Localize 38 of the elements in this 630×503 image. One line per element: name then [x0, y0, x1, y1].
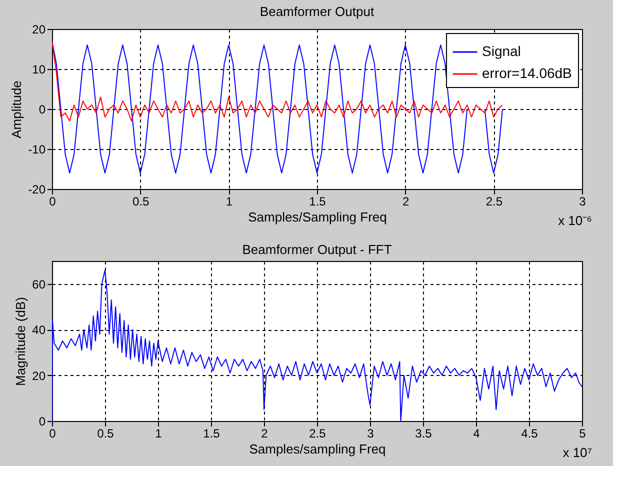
x-axis-title: Samples/Sampling Freq [248, 210, 387, 224]
x-tick-label: 2 [261, 426, 268, 440]
y-axis-title: Amplitude [9, 80, 24, 138]
chart-title: Beamformer Output - FFT [242, 242, 392, 257]
y-tick-label: 20 [32, 22, 46, 36]
legend-label: Signal [482, 43, 521, 59]
x-tick-label: 1 [226, 194, 233, 208]
y-tick-label: 60 [32, 277, 46, 292]
y-tick-label: -20 [28, 182, 46, 196]
text: x 10⁷ [562, 445, 592, 460]
x-tick-label: 1.5 [203, 426, 220, 440]
x-tick-label: 2.5 [309, 426, 326, 440]
x-tick-label: 0.5 [132, 194, 150, 208]
x-tick-label: 4.5 [521, 426, 538, 440]
y-tick-label: -10 [28, 142, 46, 156]
x-tick-label: 1.5 [309, 194, 326, 208]
x-tick-label: 2 [402, 194, 410, 208]
y-tick-label: 10 [32, 62, 46, 76]
legend-label: error=14.06dB [482, 65, 572, 81]
x-tick-label: 2.5 [486, 194, 503, 208]
x-tick-label: 3.5 [415, 426, 432, 440]
y-tick-label: 40 [32, 323, 46, 338]
y-tick-label: 0 [38, 102, 46, 116]
x-axis-title: Samples/sampling Freq [249, 442, 386, 456]
chart-title: Beamformer Output [260, 4, 374, 19]
x-tick-label: 4 [473, 426, 480, 440]
line-series [52, 270, 582, 421]
x-tick-label: 3 [579, 194, 586, 208]
x-tick-label: 1 [155, 426, 162, 440]
x-tick-label: 0.5 [97, 426, 114, 440]
x-tick-label: 0 [49, 194, 56, 208]
y-tick-label: 20 [32, 368, 46, 383]
x-tick-label: 5 [579, 426, 586, 440]
x-tick-label: 0 [49, 426, 56, 440]
y-axis-title: Magnitude (dB) [13, 297, 28, 386]
y-tick-label: 0 [38, 414, 46, 428]
text: x 10⁻⁶ [558, 213, 592, 228]
x-tick-label: 3 [367, 426, 374, 440]
